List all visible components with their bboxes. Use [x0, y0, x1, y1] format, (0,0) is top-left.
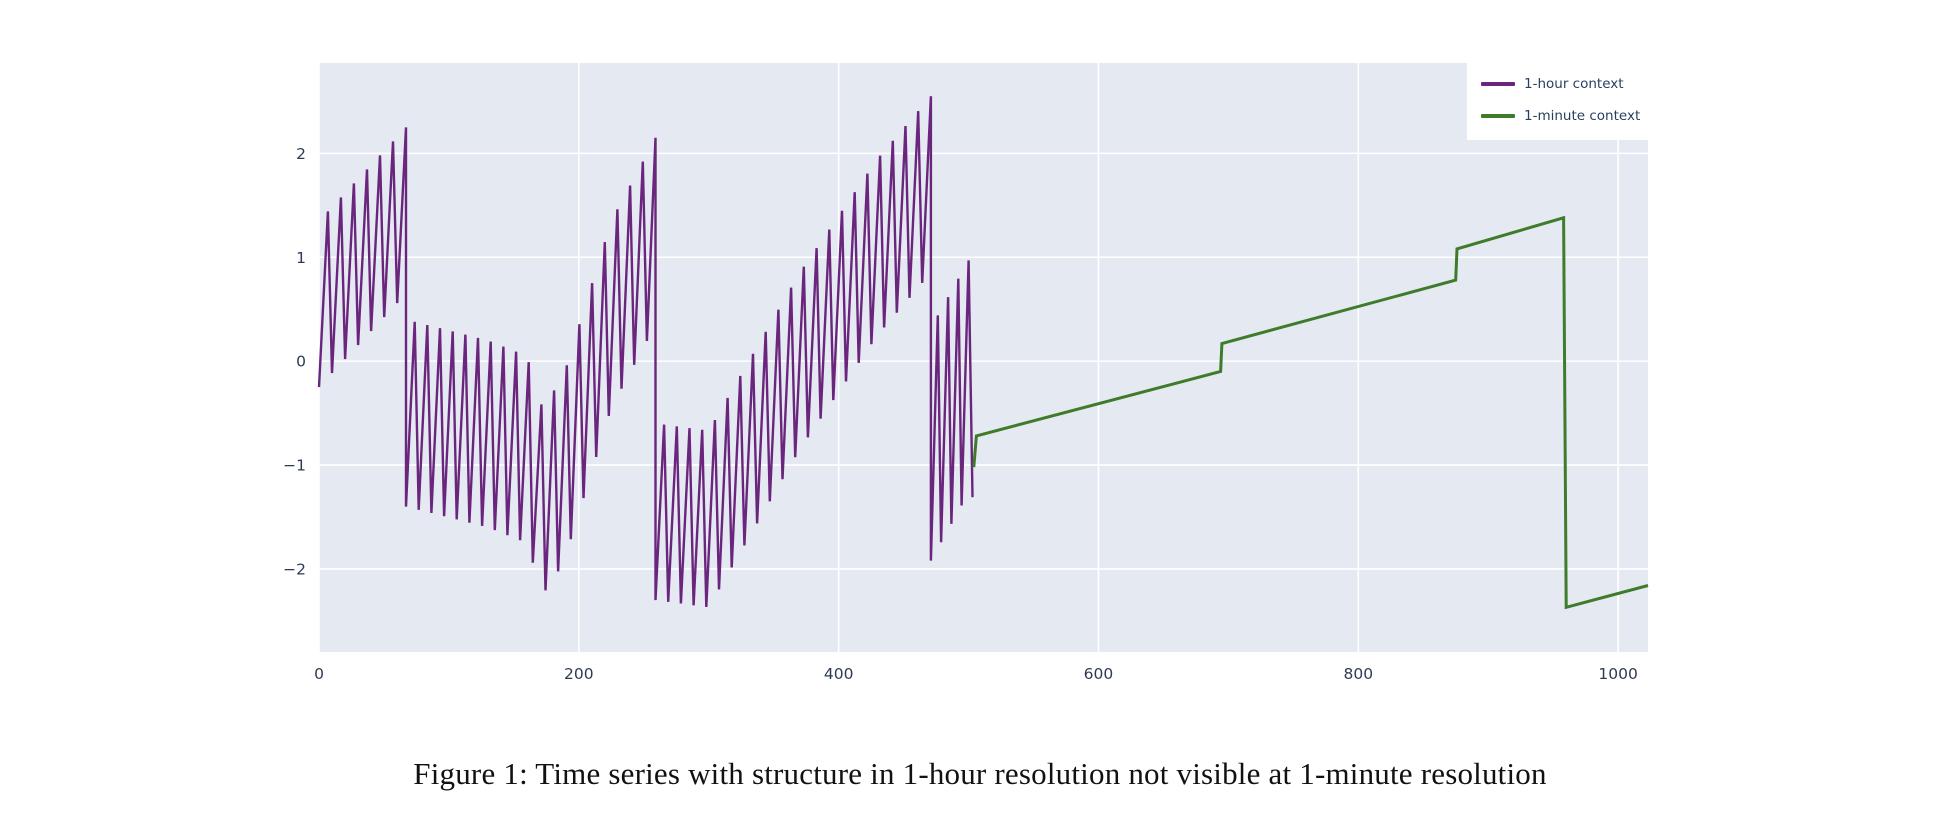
legend: 1-hour context 1-minute context — [1467, 60, 1729, 140]
y-tick-label: −1 — [283, 457, 306, 475]
figure-caption: Figure 1: Time series with structure in … — [413, 756, 1547, 791]
plot-area — [319, 63, 1648, 652]
x-tick-label: 400 — [824, 665, 854, 680]
legend-swatch-1-minute — [1481, 114, 1515, 118]
x-tick-label: 200 — [564, 665, 594, 680]
legend-label-1-minute: 1-minute context — [1524, 108, 1641, 124]
y-tick-label: 0 — [296, 353, 306, 371]
legend-swatch-1-hour — [1481, 82, 1515, 86]
y-tick-label: 1 — [296, 249, 306, 267]
x-tick-label: 1000 — [1598, 665, 1637, 680]
series-line-1-minute — [972, 215, 1649, 610]
y-tick-label: −2 — [283, 560, 306, 578]
x-tick-label: 600 — [1084, 665, 1114, 680]
legend-label-1-hour: 1-hour context — [1524, 76, 1624, 92]
legend-item-1-hour: 1-hour context — [1481, 68, 1719, 100]
legend-item-1-minute: 1-minute context — [1481, 100, 1719, 132]
series-line-1-hour — [317, 96, 974, 608]
y-tick-label: 2 — [296, 145, 306, 163]
x-tick-label: 800 — [1343, 665, 1373, 680]
x-tick-label: 0 — [314, 665, 324, 680]
chart-svg: 0 200 400 600 800 1000 −2 −1 0 1 2 — [283, 63, 1649, 680]
